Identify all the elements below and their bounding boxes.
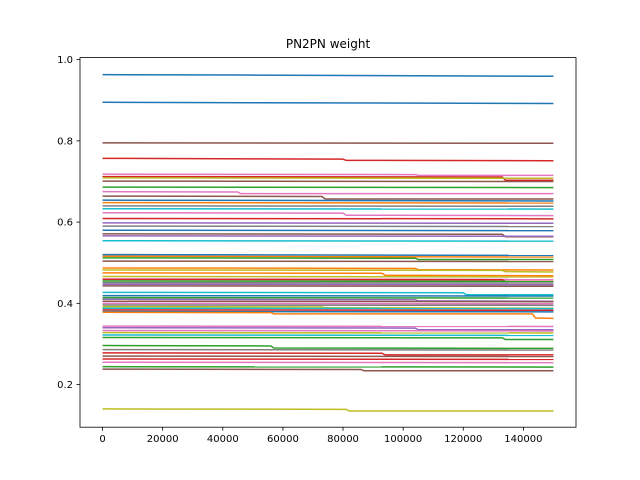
series-line-49 (102, 311, 554, 320)
x-tick-label: 80000 (327, 434, 359, 445)
series-line-58 (102, 352, 554, 356)
x-tick-label: 140000 (504, 434, 542, 445)
x-tick-label: 20000 (147, 434, 179, 445)
series-line-51 (102, 326, 554, 331)
x-tick-label: 60000 (267, 434, 299, 445)
y-tick-label: 0.8 (57, 136, 73, 147)
series-line-25 (102, 255, 554, 258)
series-line-16 (102, 212, 554, 217)
series-line-55 (102, 336, 554, 341)
x-axis: 0 20000 40000 60000 80000 100000 120000 140000 (99, 427, 542, 445)
x-tick-label: 40000 (207, 434, 239, 445)
plot-frame (79, 57, 577, 428)
series-line-30 (102, 272, 554, 277)
series-line-64 (102, 408, 554, 412)
series-line-56 (102, 344, 554, 350)
y-tick-label: 0.4 (57, 299, 73, 310)
series-line-2 (102, 101, 554, 105)
y-tick-label: 0.2 (57, 380, 73, 391)
series-line-26 (102, 257, 554, 261)
series-line-5 (102, 173, 554, 177)
series-line-12 (102, 199, 554, 202)
chart-title: PN2PN weight (286, 37, 371, 51)
series-line-11 (102, 195, 554, 200)
x-tick-label: 0 (99, 434, 105, 445)
series-layer (102, 73, 554, 412)
y-tick-label: 0.6 (57, 218, 73, 229)
series-line-38 (102, 291, 554, 296)
series-line-63 (102, 368, 554, 372)
series-line-10 (102, 190, 554, 195)
y-tick-label: 1.0 (57, 55, 73, 66)
series-line-29 (102, 269, 554, 273)
series-line-4 (102, 157, 554, 162)
y-axis: 0.2 0.4 0.6 0.8 1.0 (57, 55, 80, 391)
series-line-1 (102, 73, 554, 78)
x-tick-label: 120000 (444, 434, 482, 445)
series-line-24 (102, 253, 554, 257)
x-tick-label: 100000 (384, 434, 422, 445)
